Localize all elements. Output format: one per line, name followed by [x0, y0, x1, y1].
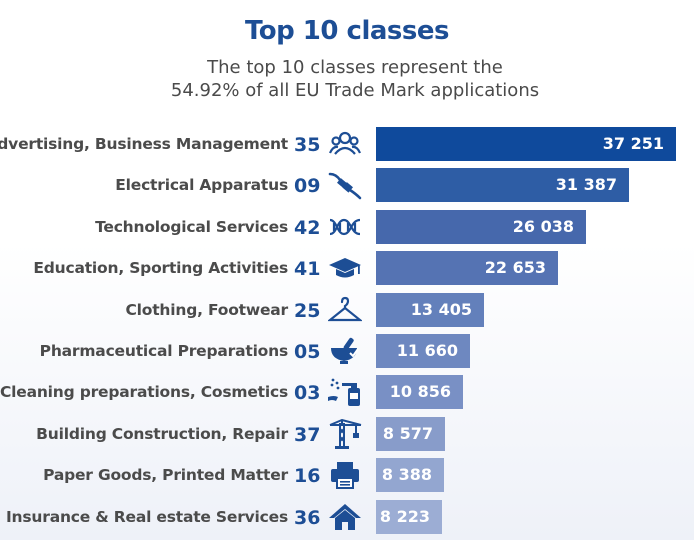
people-group-icon — [328, 129, 362, 159]
electric-plug-icon — [328, 170, 362, 200]
bar — [376, 251, 558, 286]
category-label: Clothing, Footwear — [125, 300, 288, 319]
value-label: 31 387 — [555, 175, 617, 195]
category-label: Building Construction, Repair — [36, 424, 288, 443]
category-label: Technological Services — [95, 217, 288, 236]
bar — [376, 375, 463, 410]
bar — [376, 209, 586, 244]
category-label: Electrical Apparatus — [115, 176, 288, 195]
dna-icon — [328, 212, 362, 242]
chart-title: Top 10 classes — [245, 16, 449, 46]
value-label: 8 577 — [382, 423, 433, 443]
spray-bottle-icon — [328, 377, 362, 407]
bar — [376, 168, 629, 203]
class-code: 36 — [294, 506, 321, 529]
bar — [376, 499, 442, 534]
category-label: Education, Sporting Activities — [33, 259, 288, 278]
category-label: Insurance & Real estate Services — [5, 507, 288, 526]
crane-icon — [328, 418, 362, 449]
value-label: 37 251 — [602, 134, 664, 153]
chart-subtitle-line-1: The top 10 classes represent the — [207, 57, 503, 78]
value-label: 11 660 — [396, 341, 458, 360]
category-label: Cleaning preparations, Cosmetics — [0, 383, 288, 402]
printer-icon — [328, 460, 362, 490]
value-label: 22 653 — [484, 258, 546, 278]
class-code: 25 — [294, 299, 321, 322]
class-code: 37 — [294, 423, 321, 446]
value-label: 8 223 — [379, 506, 430, 526]
bar — [376, 292, 484, 327]
graduation-cap-icon — [328, 253, 362, 283]
class-code: 16 — [294, 465, 321, 488]
house-icon — [328, 502, 362, 532]
category-label: Pharmaceutical Preparations — [39, 342, 289, 360]
bar — [376, 334, 470, 368]
class-code: 03 — [294, 382, 321, 405]
value-label: 26 038 — [512, 216, 574, 236]
mortar-pestle-icon — [328, 336, 362, 366]
bar — [376, 127, 676, 161]
chart-subtitle-line-2: 54.92% of all EU Trade Mark applications — [170, 80, 540, 101]
value-label: 13 405 — [410, 299, 472, 319]
bar — [376, 458, 444, 493]
class-code: 41 — [294, 258, 321, 281]
class-code: 09 — [294, 175, 321, 198]
class-code: 35 — [294, 134, 321, 156]
class-code: 05 — [294, 341, 321, 363]
class-code: 42 — [294, 216, 321, 239]
value-label: 10 856 — [389, 382, 451, 402]
bar — [376, 416, 445, 451]
category-label: Paper Goods, Printed Matter — [43, 466, 288, 485]
clothes-hanger-icon — [326, 295, 364, 325]
category-label: Advertising, Business Management — [0, 135, 288, 153]
value-label: 8 388 — [381, 465, 432, 485]
